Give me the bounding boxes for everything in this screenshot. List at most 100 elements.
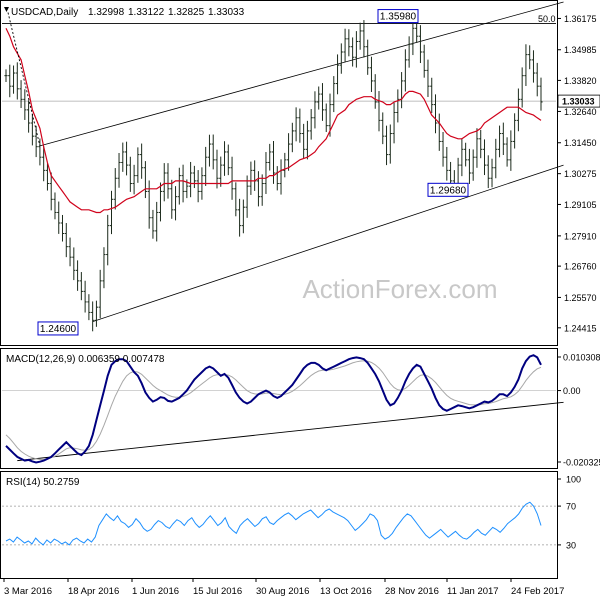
price-annotation: 1.29680 [427, 182, 469, 197]
ohlc-bar [30, 113, 34, 146]
date-tick-label: 28 Nov 2016 [385, 586, 439, 597]
ohlc-bar [524, 44, 528, 87]
price-annotation-label: 1.35980 [380, 12, 417, 23]
ohlc-bar [324, 103, 328, 133]
ohlc-bar [467, 148, 472, 184]
ohlc-bar [230, 156, 234, 200]
ohlc-bar [91, 301, 95, 332]
ohlc-bar [464, 142, 468, 167]
ohlc-bar [8, 64, 12, 98]
ohlc-bar [309, 109, 313, 140]
price-tick-label: 1.29105 [564, 200, 597, 210]
ohlc-bar [57, 201, 61, 234]
ohlc-bar [268, 143, 272, 171]
ohlc-bar [294, 107, 298, 142]
ohlc-bar [513, 113, 517, 149]
ohlc-bar [158, 182, 163, 222]
ohlc-bar [23, 89, 27, 120]
symbol-title: USDCAD,Daily [11, 7, 78, 18]
ohlc-bar [264, 152, 268, 194]
ohlc-bar [94, 300, 99, 327]
ohlc-bar [132, 164, 136, 195]
ohlc-bar [332, 76, 336, 113]
ohlc-bar [189, 161, 193, 198]
ohlc-bar [343, 28, 347, 63]
ohlc-bar [501, 122, 505, 155]
ohlc-bar [181, 164, 185, 203]
ohlc-bar [226, 144, 230, 176]
ohlc-bar [422, 44, 426, 78]
price-tick-label: 1.34985 [564, 45, 597, 55]
ohlc-bar [19, 80, 23, 108]
ohlc-high: 1.33122 [128, 7, 165, 18]
rsi-tick-label: 30 [566, 540, 576, 550]
ohlc-bar [98, 269, 102, 319]
price-layer: 1.24600 1.35980 1.29680 [2, 1, 564, 336]
ohlc-bar [433, 94, 438, 134]
collapse-arrow-icon [4, 7, 9, 12]
rsi-title: RSI(14) 50.2759 [6, 477, 80, 488]
ohlc-bar [460, 138, 464, 177]
ohlc-bar [366, 39, 370, 75]
ohlc-bar [87, 294, 91, 321]
ohlc-bar [392, 102, 396, 144]
ohlc-bar [430, 77, 434, 114]
date-tick-label: 30 Aug 2016 [256, 586, 309, 597]
ohlc-bar [155, 201, 159, 242]
ohlc-bar [381, 112, 385, 145]
ohlc-bar [415, 21, 419, 43]
ohlc-open: 1.32998 [88, 7, 125, 18]
ohlc-bar [151, 209, 155, 239]
price-panel-frame [0, 0, 558, 346]
macd-tick-label: 0.010308 [563, 353, 600, 363]
rsi-tick-label: 70 [566, 502, 576, 512]
axis-layer: 1.36175 1.34985 1.33820 1.32640 1.31450 1.302… [3, 14, 600, 597]
ohlc-bar [494, 138, 498, 179]
ohlc-bar [320, 83, 325, 121]
ohlc-bar [260, 174, 264, 206]
ohlc-bar [486, 155, 490, 189]
channel-lower-line [92, 164, 564, 323]
price-tick-label: 1.31450 [564, 138, 597, 148]
ohlc-bar [482, 139, 487, 176]
ohlc-bar [166, 163, 170, 199]
macd-layer [2, 354, 564, 464]
ohlc-bar [237, 198, 242, 237]
ohlc-bar [140, 143, 144, 179]
price-tick-label: 1.32640 [564, 107, 597, 117]
ohlc-bar [204, 146, 208, 186]
ohlc-bar [219, 156, 223, 187]
macd-tick-label: 0.00 [563, 386, 581, 396]
ohlc-bar [109, 190, 114, 235]
ohlc-bar [286, 133, 291, 171]
ohlc-bar [11, 65, 16, 94]
ohlc-bar [271, 141, 276, 184]
ohlc-bar [535, 62, 539, 97]
price-annotation-box [427, 182, 469, 197]
ohlc-bar [528, 45, 532, 70]
ohlc-bar [245, 175, 249, 218]
date-tick-label: 1 Jun 2016 [132, 586, 179, 597]
ohlc-bar [106, 214, 110, 266]
channel-upper-line [39, 1, 564, 147]
ohlc-bar [53, 192, 57, 220]
rsi-layer [2, 501, 556, 546]
rsi-tick-label: 100 [566, 475, 581, 485]
ohlc-bar [505, 137, 509, 167]
macd-panel-frame [0, 348, 558, 469]
ohlc-bar [283, 152, 287, 178]
price-tick-label: 1.33820 [564, 76, 597, 86]
ohlc-bar [173, 186, 178, 221]
ohlc-bar [79, 272, 83, 301]
ohlc-bar [373, 74, 377, 109]
ohlc-bar [215, 149, 219, 189]
ohlc-bar [170, 179, 174, 219]
price-tick-label: 1.26760 [564, 262, 597, 272]
moving-average-line [5, 28, 542, 214]
ohlc-bar [102, 247, 106, 289]
ohlc-bar [27, 100, 31, 133]
ohlc-bar [4, 69, 8, 82]
ohlc-bar [388, 124, 392, 164]
